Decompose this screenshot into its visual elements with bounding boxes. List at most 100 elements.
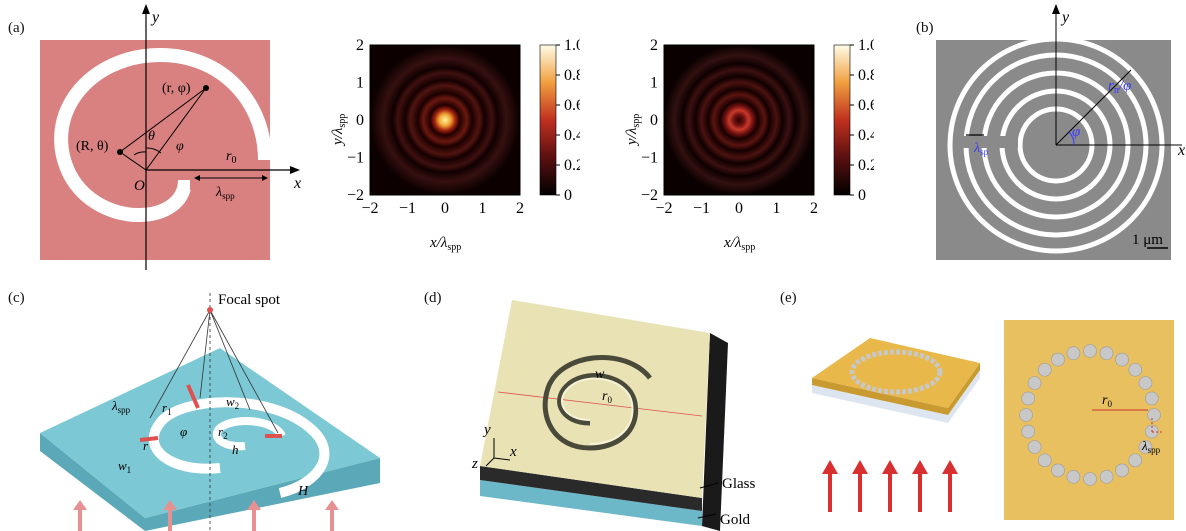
panel-d-r0-label: r0 — [602, 389, 612, 405]
heatmap-2-xlabel: x/λspp — [723, 235, 755, 253]
panel-e-hole — [1051, 352, 1065, 367]
heatmap_2-xtick-label: 1 — [773, 200, 781, 217]
heatmap-2-field — [664, 45, 814, 195]
panel-d-side-front — [480, 466, 702, 511]
heatmap_2-cbar-tick-label: 0.8 — [858, 67, 874, 84]
panel-e-hole — [1066, 470, 1081, 484]
panel-e-hole — [1115, 352, 1129, 367]
panel-a-spiral-slit — [54, 47, 272, 222]
panel-d-gold-layer — [480, 480, 702, 526]
panel-d-top-surface — [480, 300, 710, 498]
panel-d-3d-sample: w r0 y x z Glass Gold — [471, 300, 755, 531]
heatmap_2-ytick-label: −2 — [641, 187, 658, 204]
heatmap_1-ytick-label: −2 — [347, 187, 364, 204]
heatmap_2-xtick-label: 0 — [735, 200, 743, 217]
panel-e-hole — [1138, 376, 1153, 390]
panel-c-lambda-label: λspp — [111, 398, 131, 415]
heatmap-1-xlabel: x/λspp — [429, 235, 461, 253]
panel-b-radius-label: rn/φ — [1108, 78, 1131, 96]
panel-c-w2-label: w2 — [226, 394, 239, 411]
panel-a-theta: θ — [148, 129, 155, 144]
panel-e-hole — [1115, 463, 1129, 478]
panel-e-plate-glass — [812, 370, 980, 423]
panel-e-incident-arrows — [822, 460, 958, 512]
panel-a-angle-arc-2 — [133, 151, 147, 156]
panel-e-hole — [1138, 440, 1153, 454]
heatmap-donut: −2 −1 0 1 2 2 1 0 −1 −2 1.0 0.8 0.6 0.4 0.2 0 x/λspp y/… — [624, 37, 874, 253]
heatmap_1-xtick-label: −2 — [361, 200, 378, 217]
panel-e-hole-ring-3d — [849, 349, 943, 395]
panel-e-r0-label: r0 — [1102, 393, 1112, 409]
panel-a-phi: φ — [176, 139, 184, 154]
panel-e-lambda-label: λspp — [1141, 438, 1161, 455]
panel-c-focal-spot-label: Focal spot — [218, 292, 281, 308]
panel-c-focal-point — [207, 307, 213, 313]
panel-b-axis-y-label: y — [1060, 9, 1070, 26]
panel-label-c: (c) — [8, 290, 25, 306]
panel-c-r-label: r — [143, 438, 149, 453]
panel-c-3d-spiral-slab: Focal spot λspp r1 w2 r2 φ r w1 h H — [40, 292, 380, 531]
panel-d-spiral-grooves — [542, 355, 652, 451]
panel-a-lambda-gap — [190, 170, 270, 190]
panel-e-hole — [1099, 470, 1114, 484]
panel-b-scalebar-label: 1 μm — [1132, 232, 1163, 248]
panel-c-accent-1 — [186, 384, 200, 409]
panel-b-spiral-gap — [958, 136, 1018, 148]
panel-c-w1-label: w1 — [118, 458, 131, 475]
heatmap_1-xtick-label: 0 — [441, 200, 449, 217]
heatmap-2-ylabel: y/λspp — [624, 114, 642, 147]
panel-e-hole-ring — [1019, 344, 1161, 486]
heatmap-1-field — [370, 45, 520, 195]
panel-a-lambda-arrowhead-left — [194, 175, 200, 181]
panel-d-gold-label: Gold — [720, 512, 751, 528]
panel-label-d: (d) — [424, 290, 442, 306]
panel-b-spiral-rings: y x rn/φ φ λsp 1 μm — [936, 4, 1185, 260]
panel-a-axis-y-label: y — [150, 9, 160, 26]
panel-e-hole — [1027, 376, 1042, 390]
heatmap_1-xtick-label: 2 — [516, 200, 524, 217]
panel-e-hole — [1083, 472, 1097, 486]
heatmap_1-cbar-tick-label: 0.2 — [564, 157, 580, 174]
panel-d-axis-z: z — [471, 456, 478, 472]
panel-e-plate-side — [812, 363, 980, 415]
panel-a-y-arrow — [142, 4, 150, 14]
panel-d-spiral-highlight — [561, 377, 634, 445]
panel-b-lambda-label: λsp — [973, 141, 989, 157]
panel-a-angle-arc — [145, 147, 162, 154]
panel-a-lambda: λspp — [215, 185, 235, 201]
panel-b-axis-x-label: x — [1177, 142, 1185, 159]
heatmap_1-cbar-tick-label: 0.4 — [564, 127, 580, 144]
panel-label-e: (e) — [780, 290, 797, 306]
panel-e-hole — [1083, 344, 1097, 358]
heatmap-1-colorbar — [539, 44, 557, 196]
panel-c-spiral-slit — [148, 397, 330, 498]
panel-a-r0: r0 — [226, 149, 236, 166]
heatmap_2-cbar-tick-label: 1.0 — [858, 37, 874, 54]
panel-c-incident-arrows — [73, 500, 339, 531]
heatmap-2-colorbar — [833, 44, 851, 196]
heatmap_2-xtick-label: 2 — [810, 200, 818, 217]
panel-e-3d-plate — [812, 338, 980, 512]
heatmap_1-cbar-tick-label: 0.8 — [564, 67, 580, 84]
panel-e-hole — [1037, 453, 1052, 468]
panel-a-point-R-theta: (R, θ) — [76, 139, 109, 154]
panel-b-radius-line — [1055, 69, 1132, 146]
heatmap_1-cbar-tick-label: 1.0 — [564, 37, 580, 54]
panel-c-slab-front-side — [40, 433, 380, 531]
heatmap_1-xtick-label: 1 — [479, 200, 487, 217]
heatmap_2-cbar-tick-label: 0.6 — [858, 97, 874, 114]
panel-a-spiral-diagram: y x O (r, φ) (R, θ) θ φ r0 λspp — [40, 4, 301, 270]
panel-a-vector-R — [119, 151, 147, 171]
panel-c-accent-2 — [139, 436, 159, 442]
heatmap_2-ytick-label: 2 — [650, 37, 658, 54]
panel-b-angle-arc — [1068, 131, 1075, 146]
heatmap_2-cbar-tick-label: 0 — [858, 187, 866, 204]
panel-a-point-r-phi: (r, φ) — [162, 81, 191, 96]
panel-label-b: (b) — [916, 20, 934, 36]
panel-b-phi-label: φ — [1072, 124, 1080, 140]
panel-a-x-arrow — [290, 166, 300, 174]
panel-d-glass-pointer — [699, 482, 719, 489]
heatmap_2-cbar-tick-label: 0.4 — [858, 127, 874, 144]
panel-c-phi-label: φ — [180, 424, 187, 439]
heatmap-1-ylabel: y/λspp — [330, 114, 348, 147]
